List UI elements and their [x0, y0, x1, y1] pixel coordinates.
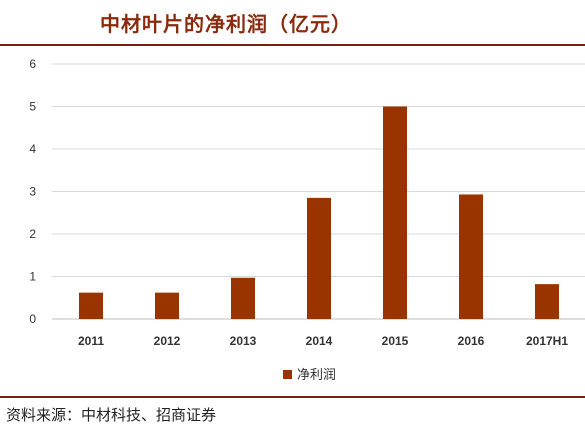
bar: [535, 284, 559, 319]
x-axis-ticks: 2011 2012 2013 2014 2015 2016 2017H1: [78, 334, 568, 348]
y-tick-label: 0: [29, 312, 36, 326]
y-tick-label: 5: [29, 100, 36, 114]
grid-lines: [52, 63, 585, 320]
x-tick-label: 2016: [458, 334, 485, 348]
x-tick-label: 2012: [154, 334, 181, 348]
chart-title: 中材叶片的净利润（亿元）: [100, 12, 352, 36]
y-tick-label: 2: [29, 227, 36, 241]
y-tick-label: 3: [29, 185, 36, 199]
x-tick-label: 2013: [230, 334, 257, 348]
x-tick-label: 2014: [306, 334, 333, 348]
bar: [459, 194, 483, 319]
y-tick-label: 1: [29, 270, 36, 284]
bar: [231, 277, 255, 319]
legend-label: 净利润: [297, 368, 336, 383]
y-tick-label: 6: [29, 57, 36, 71]
title-divider: [0, 44, 585, 46]
footer-divider: [0, 396, 585, 398]
x-tick-label: 2015: [382, 334, 409, 348]
y-tick-label: 4: [29, 142, 36, 156]
bars: [79, 106, 559, 319]
y-axis-ticks: 0 1 2 3 4 5 6: [29, 57, 36, 326]
bar: [307, 197, 331, 319]
bar: [155, 292, 179, 319]
x-tick-label: 2017H1: [526, 334, 568, 348]
source-note: 资料来源：中材科技、招商证券: [6, 406, 217, 424]
legend: 净利润: [283, 368, 336, 383]
legend-swatch: [283, 370, 292, 379]
bar-chart: 0 1 2 3 4 5 6 2011 2012 2013 2014 2015 2016 2017H1 净…: [29, 57, 585, 383]
bar: [383, 106, 407, 319]
bar: [79, 292, 103, 319]
x-tick-label: 2011: [78, 334, 104, 348]
